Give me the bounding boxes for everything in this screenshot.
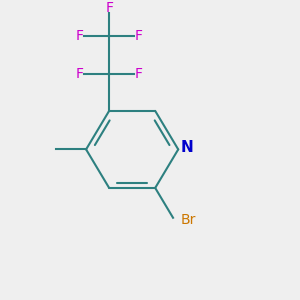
Text: F: F: [75, 29, 83, 43]
Text: Br: Br: [181, 213, 196, 227]
Text: F: F: [135, 67, 143, 81]
Text: F: F: [105, 1, 113, 15]
Text: N: N: [180, 140, 193, 155]
Text: F: F: [135, 29, 143, 43]
Text: F: F: [75, 67, 83, 81]
